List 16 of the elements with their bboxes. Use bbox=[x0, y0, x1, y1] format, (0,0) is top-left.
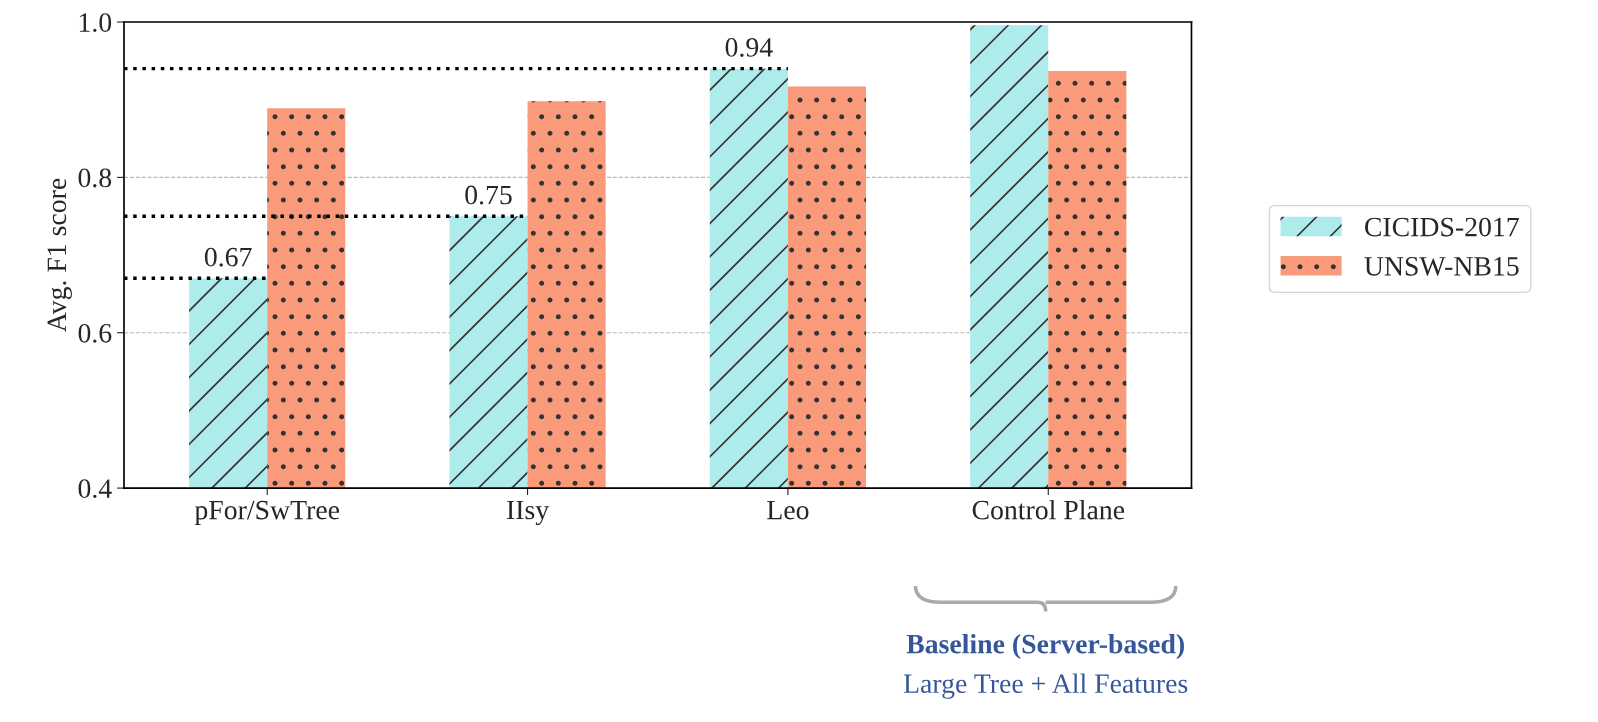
y-tick-label: 0.8 bbox=[78, 168, 112, 188]
ref-line-label: 0.94 bbox=[725, 38, 773, 57]
x-tick-label: Leo bbox=[767, 500, 809, 520]
text: Baseline (Server-based) bbox=[906, 633, 1184, 660]
ref-line-label: 0.67 bbox=[204, 247, 252, 267]
x-tick-label: IIsy bbox=[506, 500, 550, 526]
y-tick-label: 0.4 bbox=[78, 479, 112, 499]
y-axis-title: Avg. F1 score bbox=[47, 178, 72, 333]
ref-line-label: 0.75 bbox=[465, 185, 512, 205]
y-tick-label: 0.6 bbox=[78, 323, 112, 343]
x-tick-label: Control Plane bbox=[972, 499, 1125, 520]
y-tick-label: 1.0 bbox=[79, 13, 112, 33]
legend-label: CICIDS-2017 bbox=[1364, 217, 1519, 237]
legend-label: UNSW-NB15 bbox=[1364, 256, 1519, 276]
x-tick-label: pFor/SwTree bbox=[194, 500, 340, 526]
text: Large Tree + All Features bbox=[903, 673, 1188, 699]
